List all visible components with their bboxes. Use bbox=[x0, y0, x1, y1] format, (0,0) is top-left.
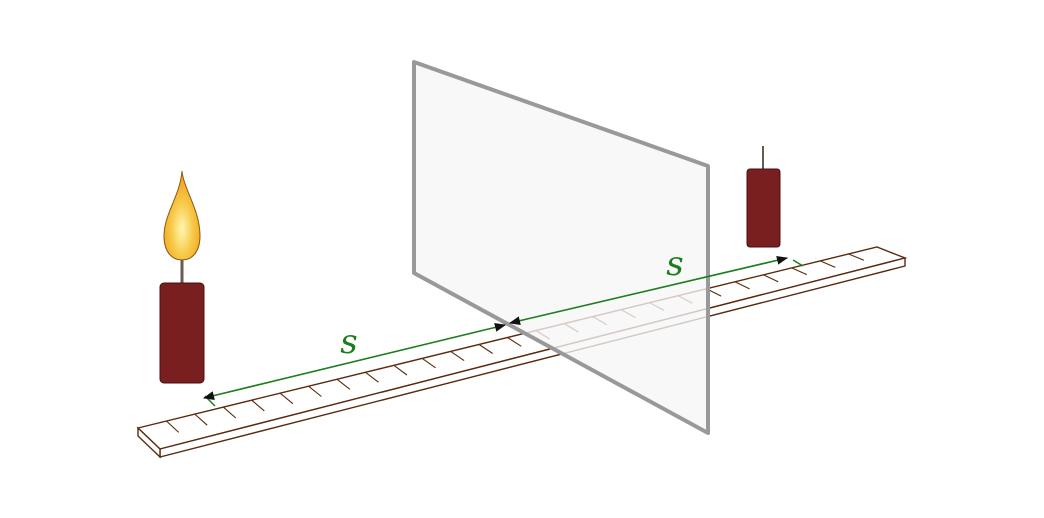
real-candle bbox=[159, 170, 205, 384]
ruler-tick bbox=[507, 337, 522, 347]
candle-body bbox=[159, 282, 205, 384]
image-candle-body bbox=[746, 168, 781, 248]
ruler-tick bbox=[848, 253, 865, 261]
left-distance-arrow bbox=[202, 323, 507, 400]
right-extension-line bbox=[792, 259, 804, 267]
plane-mirror-icon bbox=[412, 60, 710, 435]
image-candle bbox=[746, 146, 781, 248]
ruler-tick bbox=[251, 399, 265, 412]
flame-icon bbox=[163, 170, 201, 261]
ruler-tick bbox=[222, 406, 237, 419]
mirror-plane bbox=[412, 60, 710, 435]
ruler-tick bbox=[791, 267, 808, 276]
right-distance-label: s bbox=[666, 244, 683, 284]
ruler-tick bbox=[166, 420, 180, 433]
ruler-tick bbox=[819, 260, 836, 268]
left-distance-label: s bbox=[340, 322, 357, 362]
right-distance-arrow bbox=[508, 255, 789, 326]
ruler-end-face bbox=[137, 426, 161, 459]
ruler-tick bbox=[194, 413, 208, 426]
distance-markers: s s bbox=[202, 244, 804, 407]
